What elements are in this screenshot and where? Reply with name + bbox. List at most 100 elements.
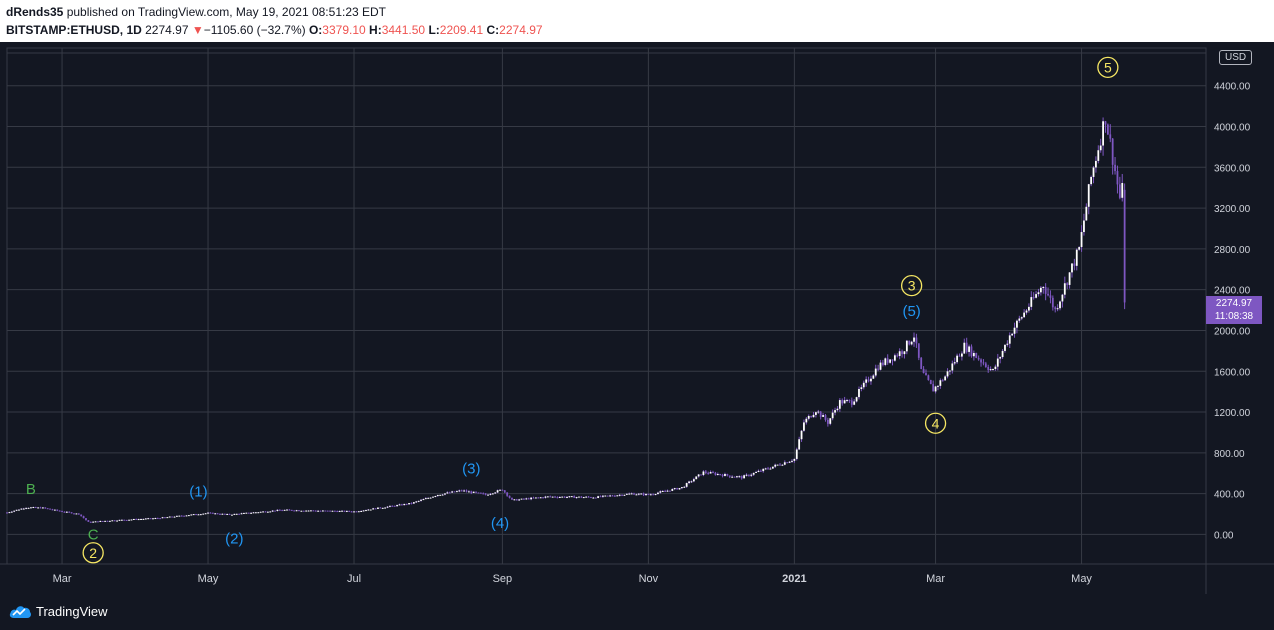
candle-body <box>360 510 363 512</box>
candle-body <box>362 510 365 512</box>
candle-body <box>525 498 528 500</box>
chart-header: dRends35 published on TradingView.com, M… <box>0 0 1274 42</box>
candle-body <box>140 518 142 520</box>
chart-area[interactable]: 0.00 400.00 800.00 1200.00 1600.00 2000.00 240… <box>0 42 1274 594</box>
candle-body <box>274 510 276 512</box>
candle-body <box>779 464 781 466</box>
wave-circle <box>82 542 104 564</box>
candle-body <box>219 513 221 515</box>
candle-body <box>319 510 322 512</box>
candle-body <box>917 343 920 358</box>
candle-body <box>506 492 509 496</box>
candle-body <box>183 515 185 517</box>
candle-body <box>479 492 482 494</box>
price-chart[interactable]: 0.00400.00800.001200.001600.002000.00240… <box>0 42 1274 594</box>
candle-body <box>1073 263 1076 266</box>
candle-body <box>984 363 987 367</box>
candle-body <box>1078 247 1081 250</box>
candle-body <box>731 476 734 478</box>
candle-body <box>439 494 442 496</box>
candle-body <box>305 510 308 512</box>
x-tick-label: Mar <box>926 573 945 585</box>
candle-body <box>599 496 602 498</box>
candle-body <box>769 468 772 470</box>
candle-body <box>518 499 521 501</box>
candle-body <box>511 497 513 500</box>
candle-body <box>482 493 485 495</box>
candle-body <box>125 519 128 521</box>
candle-body <box>1114 164 1116 172</box>
last-price-tag-value: 2274.97 <box>1215 298 1253 309</box>
candle-body <box>700 474 702 476</box>
candle-body <box>815 412 817 415</box>
candle-body <box>470 491 473 493</box>
candle-body <box>120 519 123 521</box>
currency-badge[interactable]: USD <box>1219 50 1253 65</box>
candle-body <box>1032 297 1035 299</box>
candle-body <box>333 510 336 512</box>
symbol-label[interactable]: BITSTAMP:ETHUSD, 1D <box>6 23 142 37</box>
y-tick-label: 4400.00 <box>1214 82 1251 93</box>
candle-body <box>336 511 339 513</box>
candle-body <box>817 411 820 413</box>
candle-body <box>58 510 61 512</box>
candle-body <box>841 400 844 404</box>
candle-body <box>786 462 789 464</box>
candle-body <box>374 508 377 510</box>
candle-body <box>381 507 384 509</box>
candle-body <box>195 514 197 516</box>
candle-body <box>592 497 595 499</box>
candle-body <box>611 495 614 497</box>
candle-body <box>235 513 238 515</box>
candle-body <box>896 355 899 357</box>
wave-label: (1) <box>189 484 207 501</box>
candle-body <box>391 505 394 507</box>
x-tick-label: Mar <box>53 573 72 585</box>
candle-body <box>716 474 719 476</box>
candle-body <box>1054 307 1057 310</box>
candle-body <box>436 494 439 497</box>
candle-body <box>238 513 241 515</box>
author-name[interactable]: dRends35 <box>6 5 64 19</box>
candle-body <box>314 510 317 512</box>
candle-body <box>580 496 583 498</box>
candle-body <box>834 410 836 413</box>
candle-body <box>535 497 537 499</box>
candle-body <box>803 422 805 431</box>
candle-body <box>633 493 635 495</box>
candle-body <box>389 505 391 507</box>
candle-body <box>745 474 748 476</box>
candle-body <box>159 518 162 520</box>
candle-body <box>724 474 726 477</box>
candle-body <box>566 496 568 498</box>
candle-body <box>1118 184 1121 198</box>
candle-body <box>80 514 83 517</box>
candle-body <box>415 501 418 503</box>
candle-body <box>671 489 674 491</box>
candle-body <box>211 512 214 514</box>
candle-body <box>39 507 42 509</box>
candle-body <box>882 362 884 365</box>
candle-body <box>1087 184 1090 207</box>
close-label: C: <box>486 23 500 37</box>
candle-body <box>774 464 777 467</box>
candle-body <box>46 508 49 510</box>
candle-body <box>621 494 623 496</box>
candle-body <box>791 460 793 462</box>
candle-body <box>463 490 466 492</box>
candle-body <box>867 379 870 382</box>
candle-body <box>927 375 930 380</box>
candle-body <box>70 512 73 514</box>
candle-body <box>302 510 305 512</box>
candle-body <box>269 511 272 513</box>
candle-body <box>85 518 87 521</box>
tradingview-logo[interactable]: TradingView <box>8 603 108 619</box>
candle-body <box>539 497 542 499</box>
candle-body <box>951 363 954 371</box>
candle-body <box>30 507 32 509</box>
candle-body <box>135 518 138 520</box>
candle-body <box>886 358 889 363</box>
candle-body <box>199 514 202 516</box>
candle-body <box>369 509 372 511</box>
open-value: 3379.10 <box>322 23 366 37</box>
